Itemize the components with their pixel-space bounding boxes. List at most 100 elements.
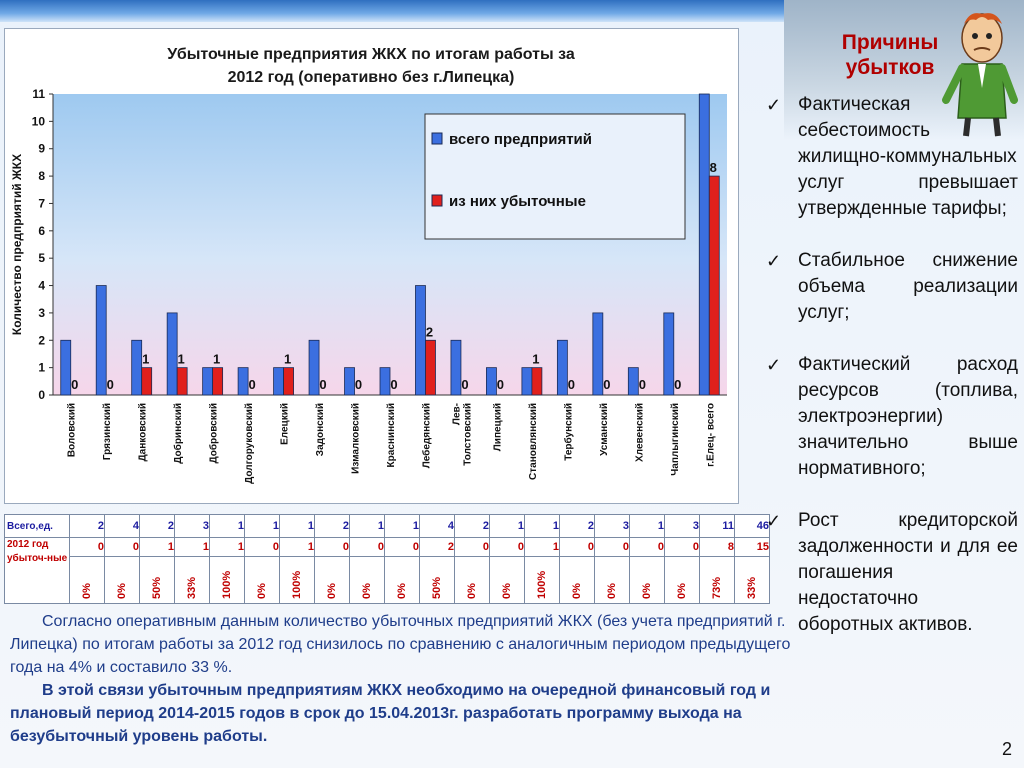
top-bar [0,0,1024,22]
page-number: 2 [1001,739,1012,759]
category-label: Толстовский [462,403,473,466]
table-cell-percent: 0% [594,556,630,604]
y-tick-label: 3 [38,306,45,320]
bar-total [60,339,72,396]
table-cell-percent: 0% [629,556,665,604]
reason-item: ✓ Фактическая себестоимость жилищно-комму… [766,92,1018,222]
bar-total [131,339,143,396]
y-tick-label: 10 [32,114,46,128]
category-label: Усманский [599,403,610,456]
percent-value: 0% [396,583,408,599]
category-label: Краснинский [386,403,397,467]
bar-total [237,367,249,396]
bar-total [521,367,533,396]
table-cell-percent: 0% [454,556,490,604]
table-cell-percent: 33% [174,556,210,604]
bar-unprofitable [212,367,224,396]
table-cell-unprofitable: 1 [279,537,315,557]
table-cell-total: 3 [594,514,630,538]
bar-total [592,312,604,396]
y-tick-label: 0 [38,388,45,402]
table-cell-unprofitable: 0 [314,537,350,557]
table-cell-percent: 0% [104,556,140,604]
table-cell-total: 1 [524,514,560,538]
data-table: Всего,ед. 2 4 2 3 1 1 1 2 1 1 4 2 1 1 2 3 1 3 11 46 2012 год … [4,514,770,604]
y-tick-label: 2 [38,333,45,347]
data-label: 1 [142,352,149,367]
table-cell-total: 3 [664,514,700,538]
table-cell-unprofitable: 1 [209,537,245,557]
table-cell-total: 1 [489,514,525,538]
table-cell-percent: 50% [419,556,455,604]
data-label: 1 [178,352,185,367]
table-cell-unprofitable: 0 [594,537,630,557]
percent-value: 0% [326,583,338,599]
percent-value: 33% [186,576,198,599]
percent-value: 0% [256,583,268,599]
y-tick-label: 4 [38,279,45,293]
category-label: Измалковский [351,403,362,474]
legend-box [424,113,686,240]
table-cell-unprofitable: 0 [384,537,420,557]
table-cell-percent-total: 33% [734,556,770,604]
category-label: Добринский [172,403,184,464]
bar-total [450,339,462,396]
reason-text: Рост кредиторской задолженности и для ее… [798,510,1018,635]
legend: всего предприятий из них убыточные [424,113,686,240]
table-cell-percent: 0% [69,556,105,604]
category-label: Липецкий [492,403,503,451]
bar-unprofitable [708,175,720,396]
table-cell-total: 1 [629,514,665,538]
category-label: Добровский [208,403,220,464]
table-cell-percent: 0% [559,556,595,604]
data-label: 0 [107,377,114,392]
percent-value: 73% [711,576,723,599]
data-label: 2 [426,324,433,339]
table-cell-total: 2 [454,514,490,538]
table-cell-percent: 100% [524,556,560,604]
category-label: Долгоруковский [244,403,255,484]
checkmark-icon: ✓ [766,251,782,271]
table-cell-total: 1 [244,514,280,538]
reason-text: Фактическая себестоимость жилищно-коммун… [798,94,1018,219]
bar-total [202,367,214,396]
legend-swatch [431,132,443,145]
legend-label: из них убыточные [449,193,586,210]
category-label: Лебедянский [420,403,432,468]
data-label: 0 [390,377,397,392]
bar-total [486,367,497,396]
percent-value: 50% [151,576,163,599]
data-label: 1 [284,352,291,367]
category-label: Воловский [67,403,78,457]
bar-total [308,339,320,396]
side-title: Причины убытков [841,31,939,79]
bar-chart: Убыточные предприятия ЖКХ по итогам рабо… [5,29,738,503]
bar-total [698,93,710,396]
conclusion-text: Согласно оперативным данным количество у… [10,610,800,748]
table-cell-total: 1 [349,514,385,538]
percent-value: 100% [536,570,548,599]
data-label: 0 [355,377,362,392]
data-label: 1 [213,352,220,367]
percent-value: 0% [116,583,128,599]
table-cell-unprofitable: 0 [629,537,665,557]
checkmark-icon: ✓ [766,355,782,375]
bar-total [379,367,391,396]
bar-total [415,285,426,396]
percent-value: 33% [746,576,758,599]
table-cell-total: 2 [69,514,105,538]
table-cell-grand-total: 46 [734,514,770,538]
y-tick-label: 9 [38,142,45,156]
y-tick-label: 5 [38,251,45,265]
bar-unprofitable [141,367,153,396]
data-label: 0 [497,377,504,392]
data-label: 1 [532,352,539,367]
y-axis-label: Количество предприятий ЖКХ [10,154,24,335]
bar-unprofitable [425,339,436,396]
bar-total [556,339,568,396]
table-cell-unprofitable: 0 [104,537,140,557]
category-label: Данковский [138,403,149,461]
percent-value: 0% [466,583,478,599]
conclusion-paragraph-1: Согласно оперативным данным количество у… [10,613,791,676]
percent-value: 100% [221,570,233,599]
